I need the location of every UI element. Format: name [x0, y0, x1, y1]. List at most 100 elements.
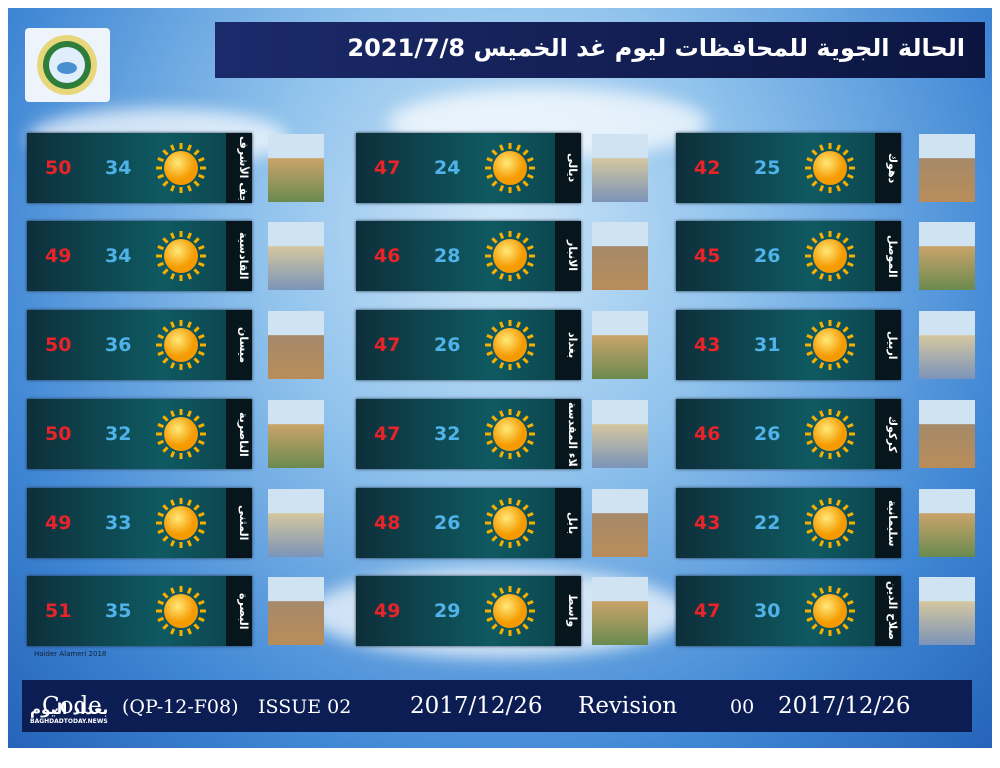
province-name: بابل — [566, 511, 579, 535]
max-temp: 47 — [374, 423, 401, 445]
province-name: الناصرية — [237, 411, 250, 457]
weather-card: دهوك 42 25 — [676, 133, 901, 203]
name-strip: الموصل — [875, 221, 901, 291]
sun-icon — [155, 585, 207, 641]
min-temp: 26 — [434, 512, 461, 534]
max-temp: 46 — [374, 245, 401, 267]
weather-card: واسط 49 29 — [356, 576, 581, 646]
max-temp: 48 — [374, 512, 401, 534]
max-temp: 47 — [374, 334, 401, 356]
min-temp: 32 — [105, 423, 132, 445]
sun-icon — [484, 319, 536, 375]
logo — [25, 28, 110, 102]
sun-icon — [155, 319, 207, 375]
form: (QP-12-F08) — [122, 696, 239, 718]
sun-icon — [155, 408, 207, 464]
max-temp: 50 — [45, 423, 72, 445]
issue-date: 2017/12/26 — [410, 693, 543, 719]
sun-icon — [804, 230, 856, 286]
min-temp: 28 — [434, 245, 461, 267]
max-temp: 49 — [45, 245, 72, 267]
sun-icon — [804, 497, 856, 553]
province-name: صلاح الدين — [886, 581, 899, 641]
province-photo — [268, 311, 324, 379]
province-name: ديالى — [566, 153, 579, 183]
province-name: المثنى — [237, 505, 250, 541]
weather-card: بغداد 47 26 — [356, 310, 581, 380]
max-temp: 49 — [374, 600, 401, 622]
sun-icon — [484, 585, 536, 641]
min-temp: 26 — [754, 423, 781, 445]
title: الحالة الجوية للمحافظات ليوم غد الخميس 2… — [347, 34, 965, 62]
min-temp: 36 — [105, 334, 132, 356]
province-photo — [592, 400, 648, 468]
max-temp: 42 — [694, 157, 721, 179]
name-strip: الانبار — [555, 221, 581, 291]
name-strip: ديالى — [555, 133, 581, 203]
weather-card: كربلاء المقدسة 47 32 — [356, 399, 581, 469]
province-name: كربلاء المقدسة — [566, 402, 579, 466]
min-temp: 34 — [105, 245, 132, 267]
min-temp: 31 — [754, 334, 781, 356]
weather-card: المثنى 49 33 — [27, 488, 252, 558]
name-strip: بغداد — [555, 310, 581, 380]
max-temp: 51 — [45, 600, 72, 622]
name-strip: واسط — [555, 576, 581, 646]
min-temp: 32 — [434, 423, 461, 445]
min-temp: 33 — [105, 512, 132, 534]
province-photo — [919, 311, 975, 379]
sun-icon — [484, 408, 536, 464]
min-temp: 26 — [754, 245, 781, 267]
province-name: البصرة — [237, 592, 250, 630]
weather-card: البصرة 51 35 — [27, 576, 252, 646]
min-temp: 25 — [754, 157, 781, 179]
revision-no: 00 — [730, 696, 755, 718]
province-name: النجف الأشرف — [237, 136, 250, 200]
province-name: ميسان — [237, 326, 250, 363]
header-bar: الحالة الجوية للمحافظات ليوم غد الخميس 2… — [215, 22, 985, 78]
province-name: دهوك — [886, 152, 899, 184]
name-strip: النجف الأشرف — [226, 133, 252, 203]
name-strip: سليمانية — [875, 488, 901, 558]
province-photo — [268, 134, 324, 202]
name-strip: صلاح الدين — [875, 576, 901, 646]
sun-icon — [155, 497, 207, 553]
min-temp: 26 — [434, 334, 461, 356]
sun-icon — [804, 319, 856, 375]
weather-card: سليمانية 43 22 — [676, 488, 901, 558]
watermark-site: BAGHDADTODAY.NEWS — [30, 718, 108, 725]
min-temp: 34 — [105, 157, 132, 179]
province-photo — [919, 400, 975, 468]
province-photo — [919, 489, 975, 557]
province-photo — [268, 577, 324, 645]
weather-card: القادسية 49 34 — [27, 221, 252, 291]
province-name: كركوك — [886, 415, 899, 453]
name-strip: كربلاء المقدسة — [555, 399, 581, 469]
weather-card: ميسان 50 36 — [27, 310, 252, 380]
max-temp: 50 — [45, 157, 72, 179]
province-photo — [592, 489, 648, 557]
name-strip: ميسان — [226, 310, 252, 380]
credit: Haider Alameri 2018 — [34, 650, 107, 658]
province-name: بغداد — [566, 331, 579, 359]
name-strip: القادسية — [226, 221, 252, 291]
province-photo — [919, 577, 975, 645]
sun-icon — [155, 142, 207, 198]
max-temp: 49 — [45, 512, 72, 534]
sun-icon — [804, 142, 856, 198]
code: Code — [42, 693, 102, 719]
issue: ISSUE 02 — [258, 696, 352, 718]
max-temp: 45 — [694, 245, 721, 267]
name-strip: كركوك — [875, 399, 901, 469]
province-photo — [268, 222, 324, 290]
province-name: اربيل — [886, 330, 899, 360]
max-temp: 47 — [694, 600, 721, 622]
province-photo — [268, 489, 324, 557]
min-temp: 30 — [754, 600, 781, 622]
min-temp: 35 — [105, 600, 132, 622]
province-photo — [592, 222, 648, 290]
weather-card: صلاح الدين 47 30 — [676, 576, 901, 646]
sun-icon — [804, 585, 856, 641]
sun-icon — [484, 142, 536, 198]
